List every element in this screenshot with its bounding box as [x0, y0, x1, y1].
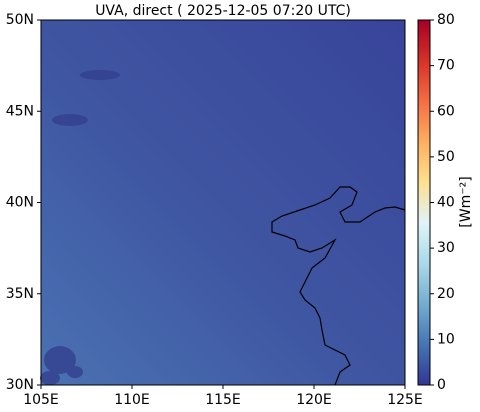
colorbar-tick-label: 10 [437, 331, 455, 347]
colorbar-tick-label: 50 [437, 149, 455, 165]
colorbar-label: [Wm⁻²] [458, 176, 474, 227]
colorbar-tick-label: 60 [437, 103, 455, 119]
colorbar-tick-label: 20 [437, 286, 455, 302]
chart-title: UVA, direct ( 2025-12-05 07:20 UTC) [95, 3, 351, 19]
x-tick-label: 125E [387, 392, 423, 408]
y-tick-label: 35N [6, 286, 34, 302]
colorbar-tick-label: 30 [437, 240, 455, 256]
x-tick-label: 110E [114, 392, 150, 408]
low-value-patches [40, 70, 120, 385]
y-tick-label: 30N [6, 377, 34, 393]
x-tick-label: 105E [23, 392, 59, 408]
colorbar-tick-label: 80 [437, 12, 455, 28]
colorbar-tick-label: 40 [437, 195, 455, 211]
colorbar [417, 19, 431, 386]
colorbar-tick-label: 70 [437, 58, 455, 74]
colorbar-tick-label: 0 [437, 377, 446, 393]
x-tick-label: 120E [296, 392, 332, 408]
y-tick-label: 45N [6, 103, 34, 119]
y-tick-label: 40N [6, 195, 34, 211]
coastline [271, 186, 406, 386]
x-tick-label: 115E [205, 392, 241, 408]
uva-field [41, 20, 405, 385]
y-tick-label: 50N [6, 12, 34, 28]
